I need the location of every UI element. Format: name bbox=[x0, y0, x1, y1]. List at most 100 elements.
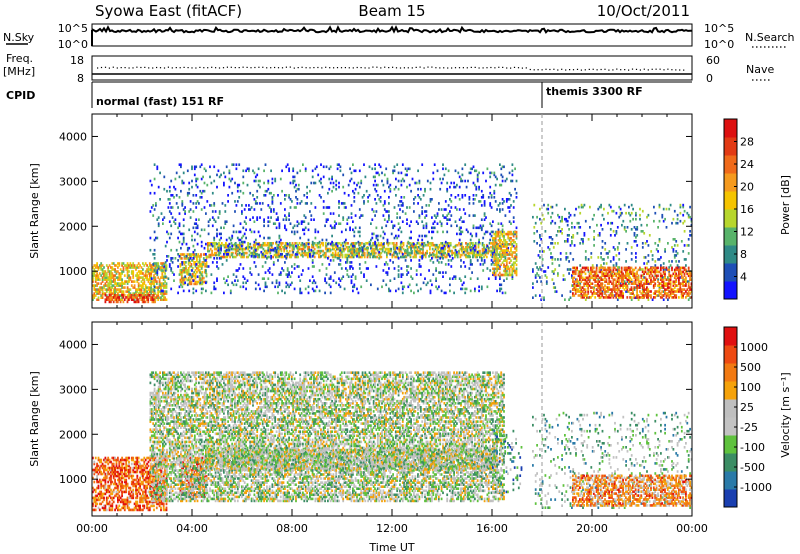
power-echo-cell bbox=[136, 300, 139, 304]
nave-dot bbox=[462, 67, 464, 69]
power-echo-cell bbox=[114, 268, 116, 271]
power-echo-cell bbox=[245, 216, 247, 219]
power-echo-cell bbox=[548, 248, 551, 251]
power-echo-cell bbox=[200, 196, 203, 199]
power-echo-cell bbox=[503, 165, 505, 169]
power-echo-cell bbox=[279, 245, 281, 249]
power-echo-cell bbox=[189, 274, 191, 278]
power-echo-cell bbox=[94, 290, 97, 293]
power-echo-cell bbox=[98, 278, 101, 281]
power-echo-cell bbox=[152, 293, 155, 297]
power-echo-cell bbox=[126, 262, 129, 265]
power-echo-cell bbox=[205, 263, 208, 266]
power-echo-cell bbox=[383, 200, 386, 203]
nave-dot bbox=[203, 67, 205, 69]
power-echo-cell bbox=[327, 242, 329, 246]
power-echo-cell bbox=[97, 282, 100, 285]
power-echo-cell bbox=[98, 286, 101, 289]
power-echo-cell bbox=[104, 272, 107, 275]
power-echo-cell bbox=[403, 179, 406, 183]
power-echo-cell bbox=[533, 226, 536, 229]
nsky-trace bbox=[91, 25, 693, 34]
power-echo-cell bbox=[501, 175, 504, 179]
nave-dot bbox=[254, 66, 256, 69]
power-echo-cell bbox=[410, 236, 412, 240]
power-echo-cell bbox=[206, 200, 209, 203]
power-echo-cell bbox=[240, 255, 243, 259]
nave-dot bbox=[639, 69, 641, 71]
power-echo-cell bbox=[197, 261, 200, 264]
power-echo-cell bbox=[561, 228, 563, 231]
power-echo-cell bbox=[558, 226, 561, 229]
power-echo-cell bbox=[200, 255, 202, 258]
nave-dot bbox=[482, 67, 484, 69]
power-echo-cell bbox=[353, 248, 356, 252]
power-echo-cell bbox=[234, 210, 236, 213]
power-echo-cell bbox=[241, 247, 244, 251]
power-echo-cell bbox=[107, 270, 110, 273]
power-echo-cell bbox=[329, 291, 332, 295]
power-echo-cell bbox=[290, 243, 293, 247]
power-echo-cell bbox=[110, 266, 112, 269]
power-echo-cell bbox=[103, 272, 105, 275]
nave-dot bbox=[663, 69, 665, 71]
power-echo-cell bbox=[150, 288, 153, 291]
power-echo-cell bbox=[121, 284, 123, 287]
nave-dot bbox=[576, 68, 579, 70]
power-echo-cell bbox=[318, 249, 320, 253]
power-echo-cell bbox=[304, 226, 307, 230]
power-echo-cell bbox=[142, 286, 144, 289]
power-echo-cell bbox=[439, 257, 442, 260]
power-echo-cell bbox=[111, 280, 114, 283]
power-echo-cell bbox=[108, 278, 111, 281]
power-echo-cell bbox=[568, 272, 570, 275]
power-echo-cell bbox=[569, 268, 572, 271]
power-echo-cell bbox=[242, 226, 245, 230]
power-echo-cell bbox=[115, 282, 118, 285]
power-echo-cell bbox=[429, 289, 432, 293]
power-echo-cell bbox=[347, 183, 350, 187]
power-echo-cell bbox=[324, 242, 327, 245]
power-echo-cell bbox=[439, 271, 442, 274]
power-echo-cell bbox=[122, 266, 125, 269]
power-echo-cell bbox=[245, 251, 248, 255]
power-echo-cell bbox=[112, 292, 115, 295]
power-echo-cell bbox=[418, 234, 421, 238]
power-echo-cell bbox=[322, 206, 325, 209]
power-echo-cell bbox=[442, 163, 444, 166]
power-echo-cell bbox=[266, 257, 268, 260]
power-echo-cell bbox=[331, 175, 333, 179]
power-echo-cell bbox=[515, 253, 518, 256]
power-echo-cell bbox=[299, 169, 302, 173]
power-echo-cell bbox=[283, 249, 286, 253]
power-echo-cell bbox=[248, 249, 251, 253]
power-echo-cell bbox=[235, 204, 238, 207]
power-echo-cell bbox=[296, 230, 299, 234]
power-echo-cell bbox=[100, 264, 103, 267]
power-echo-cell bbox=[239, 263, 242, 266]
power-echo-cell bbox=[296, 202, 299, 205]
power-echo-cell bbox=[178, 273, 181, 276]
power-echo-cell bbox=[105, 276, 108, 279]
power-echo-cell bbox=[276, 243, 279, 247]
power-echo-cell bbox=[464, 194, 467, 197]
power-echo-cell bbox=[432, 261, 435, 264]
power-echo-cell bbox=[180, 276, 183, 280]
power-echo-cell bbox=[629, 219, 632, 223]
power-echo-cell bbox=[336, 247, 338, 251]
power-echo-cell bbox=[303, 194, 306, 197]
power-echo-cell bbox=[203, 246, 206, 250]
power-echo-cell bbox=[268, 220, 271, 223]
power-echo-cell bbox=[150, 282, 153, 285]
power-echo-cell bbox=[272, 194, 275, 197]
power-echo-cell bbox=[413, 291, 415, 295]
power-echo-cell bbox=[118, 276, 121, 279]
power-echo-cell bbox=[338, 206, 340, 209]
power-echo-cell bbox=[143, 280, 146, 283]
power-echo-cell bbox=[129, 292, 132, 295]
power-echo-cell bbox=[254, 179, 257, 183]
power-echo-cell bbox=[358, 185, 361, 189]
power-echo-cell bbox=[252, 245, 255, 249]
power-echo-cell bbox=[584, 250, 587, 253]
power-echo-cell bbox=[450, 194, 453, 197]
